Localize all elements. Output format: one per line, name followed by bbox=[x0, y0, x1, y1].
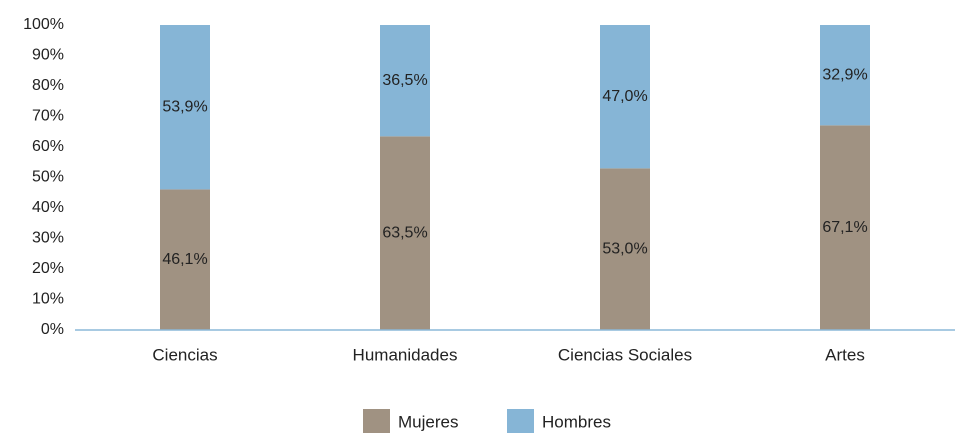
x-tick-label: Ciencias Sociales bbox=[558, 345, 692, 364]
x-tick-label: Ciencias bbox=[152, 345, 217, 364]
bar-segment bbox=[160, 25, 210, 190]
bar-segment bbox=[600, 168, 650, 330]
data-label: 32,9% bbox=[822, 66, 867, 83]
data-label: 53,9% bbox=[162, 98, 207, 115]
bar-segment bbox=[820, 25, 870, 126]
bar-segment bbox=[380, 136, 430, 330]
y-tick-label: 10% bbox=[32, 291, 64, 308]
data-label: 47,0% bbox=[602, 88, 647, 105]
legend-swatch bbox=[507, 409, 534, 433]
bar-segment bbox=[160, 189, 210, 330]
bar-segment bbox=[820, 125, 870, 330]
y-tick-label: 40% bbox=[32, 199, 64, 216]
x-tick-label: Artes bbox=[825, 345, 865, 364]
legend-label: Hombres bbox=[542, 412, 611, 431]
data-label: 46,1% bbox=[162, 251, 207, 268]
legend-label: Mujeres bbox=[398, 412, 458, 431]
y-tick-label: 20% bbox=[32, 260, 64, 277]
data-label: 53,0% bbox=[602, 240, 647, 257]
data-label: 67,1% bbox=[822, 219, 867, 236]
y-tick-label: 50% bbox=[32, 169, 64, 186]
y-tick-label: 90% bbox=[32, 47, 64, 64]
x-tick-label: Humanidades bbox=[353, 345, 458, 364]
legend-swatch bbox=[363, 409, 390, 433]
y-tick-label: 30% bbox=[32, 230, 64, 247]
y-tick-label: 100% bbox=[23, 16, 64, 33]
bar-segment bbox=[600, 25, 650, 169]
data-label: 63,5% bbox=[382, 224, 427, 241]
y-tick-label: 0% bbox=[41, 321, 64, 338]
bar-segment bbox=[380, 25, 430, 137]
data-label: 36,5% bbox=[382, 72, 427, 89]
y-tick-label: 70% bbox=[32, 108, 64, 125]
y-tick-label: 60% bbox=[32, 138, 64, 155]
y-tick-label: 80% bbox=[32, 77, 64, 94]
